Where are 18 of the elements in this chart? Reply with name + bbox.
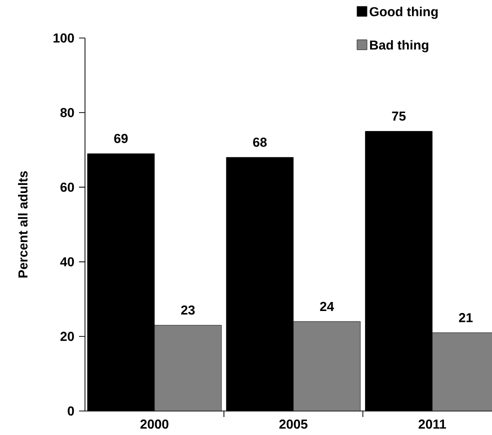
y-axis-title: Percent all adults: [18, 171, 28, 278]
data-label: 23: [181, 305, 195, 315]
y-tick-label: 20: [60, 332, 74, 341]
y-tick-label: 40: [60, 257, 74, 266]
legend-label: Bad thing: [370, 40, 428, 52]
x-tick-label: 2005: [279, 420, 308, 429]
y-tick-label: 100: [54, 33, 74, 43]
data-label: 68: [253, 138, 267, 147]
legend-label: Good thing: [370, 6, 438, 19]
data-label: 69: [114, 134, 128, 144]
data-label: 24: [320, 302, 334, 311]
x-tick-label: 2000: [140, 420, 168, 429]
x-tick-label: 2011: [418, 420, 446, 429]
y-tick-label: 0: [68, 406, 74, 416]
data-label: 21: [458, 313, 473, 322]
y-tick-label: 80: [60, 108, 74, 118]
data-label: 75: [392, 112, 406, 121]
y-tick-label: 60: [60, 182, 74, 192]
